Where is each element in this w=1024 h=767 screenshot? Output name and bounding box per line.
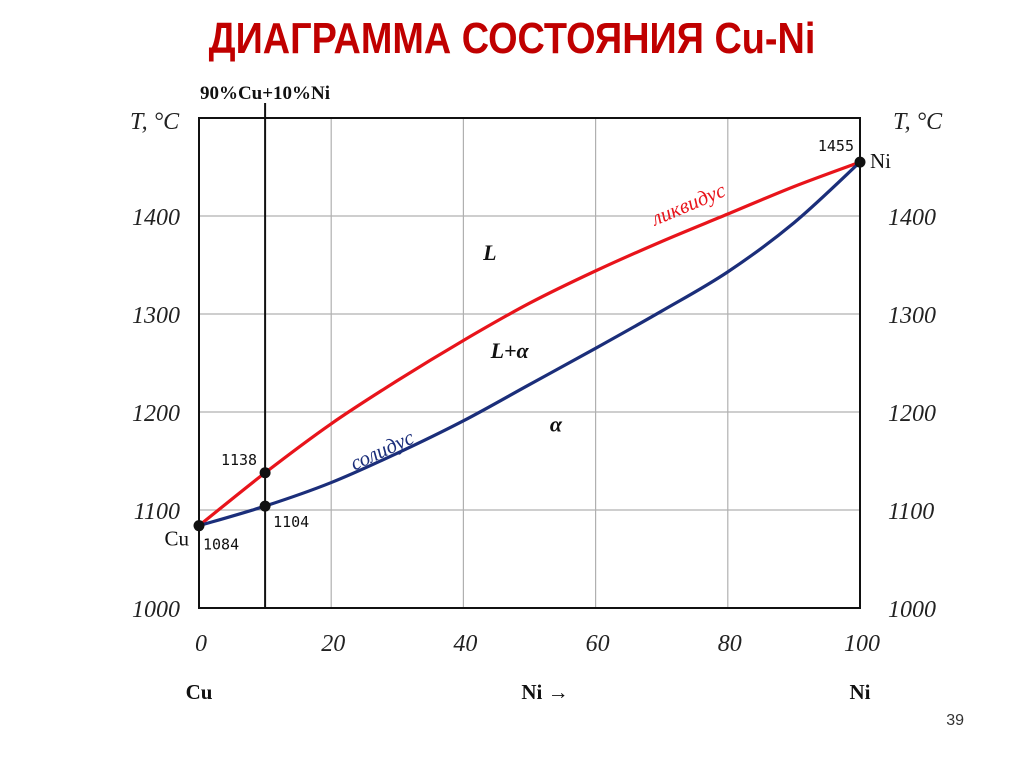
y-tick-label-right: 1300 bbox=[888, 303, 936, 329]
region-label: α bbox=[550, 412, 563, 437]
point-marker bbox=[854, 156, 866, 168]
y-tick-label-left: 1100 bbox=[134, 499, 180, 525]
x-tick-labels: 0 20 40 60 80 100 bbox=[195, 631, 880, 657]
x-axis-label: Ni → bbox=[521, 680, 568, 704]
point-marker bbox=[259, 500, 271, 512]
slide-title: ДИАГРАММА СОСТОЯНИЯ Cu-Ni bbox=[208, 14, 816, 63]
y-tick-label-left: 1000 bbox=[132, 597, 180, 623]
x-tick-label: 40 bbox=[453, 631, 477, 657]
point-element-ni: Ni bbox=[870, 149, 891, 173]
bottom-label-cu: Cu bbox=[186, 680, 213, 704]
point-value-label: 1084 bbox=[203, 536, 239, 554]
x-tick-label: 0 bbox=[195, 631, 207, 657]
plot-frame bbox=[198, 117, 861, 609]
y-axis-label-right: T, °C bbox=[893, 109, 943, 135]
page-number: 39 bbox=[946, 712, 964, 729]
point-marker bbox=[259, 467, 271, 479]
point-value-label: 1138 bbox=[221, 451, 257, 469]
solidus-curve bbox=[198, 160, 862, 528]
point-marker bbox=[193, 520, 205, 532]
y-tick-label-left: 1200 bbox=[132, 401, 180, 427]
y-tick-label-left: 1300 bbox=[132, 303, 180, 329]
region-label: L+α bbox=[490, 338, 530, 363]
point-element-cu: Cu bbox=[164, 527, 189, 551]
region-label: L bbox=[482, 240, 496, 265]
liquidus-curve bbox=[198, 160, 861, 527]
x-tick-label: 60 bbox=[586, 631, 610, 657]
solidus-label: солидус bbox=[346, 425, 418, 476]
markers: 1084 Cu 1138 1104 1455 Ni bbox=[164, 137, 891, 554]
y-axis-label-left: T, °C bbox=[130, 109, 180, 135]
x-tick-label: 80 bbox=[718, 631, 742, 657]
y-tick-label-right: 1200 bbox=[888, 401, 936, 427]
composition-line-label: 90%Cu+10%Ni bbox=[200, 83, 330, 104]
y-tick-labels: 1000 1000 1100 1100 1200 1200 1300 1300 1400 1400 bbox=[132, 205, 936, 623]
point-value-label: 1455 bbox=[818, 137, 854, 155]
bottom-label-ni: Ni bbox=[850, 680, 871, 704]
point-value-label: 1104 bbox=[273, 513, 309, 531]
phase-region-labels: L L+α α bbox=[482, 240, 563, 437]
x-tick-label: 20 bbox=[321, 631, 345, 657]
curves bbox=[198, 160, 862, 528]
y-tick-label-right: 1400 bbox=[888, 205, 936, 231]
y-tick-label-right: 1100 bbox=[888, 499, 934, 525]
x-tick-label: 100 bbox=[844, 631, 880, 657]
y-tick-label-right: 1000 bbox=[888, 597, 936, 623]
liquidus-label: ликвидус bbox=[647, 178, 730, 231]
y-tick-label-left: 1400 bbox=[132, 205, 180, 231]
chart-grid bbox=[199, 118, 860, 608]
